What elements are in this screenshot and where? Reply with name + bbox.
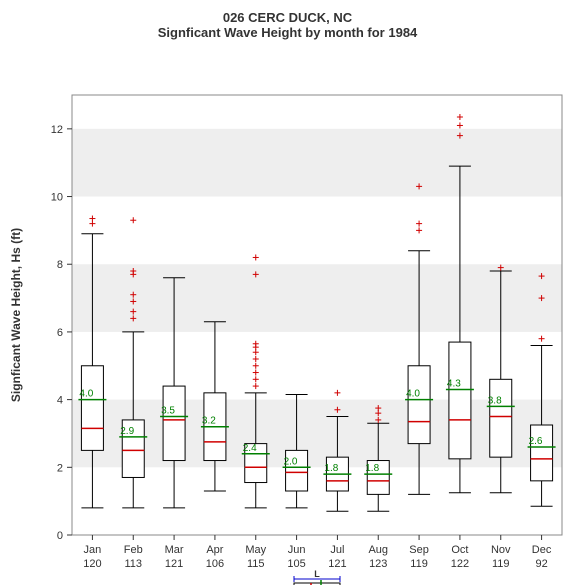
svg-text:115: 115 [247, 558, 265, 570]
svg-text:122: 122 [451, 558, 469, 570]
svg-text:2.0: 2.0 [284, 456, 298, 467]
chart-title-2: Signficant Wave Height by month for 1984 [0, 25, 575, 40]
svg-text:119: 119 [410, 558, 428, 570]
svg-text:Dec: Dec [532, 544, 552, 556]
svg-text:L: L [314, 569, 320, 579]
svg-text:Sep: Sep [409, 544, 429, 556]
svg-text:4.3: 4.3 [447, 378, 461, 389]
svg-text:8: 8 [57, 259, 63, 271]
svg-text:92: 92 [535, 558, 547, 570]
svg-text:4: 4 [57, 395, 63, 407]
svg-text:Jul: Jul [330, 544, 344, 556]
svg-text:Aug: Aug [368, 544, 388, 556]
svg-text:3.8: 3.8 [488, 395, 502, 406]
svg-text:Feb: Feb [124, 544, 143, 556]
svg-text:3.5: 3.5 [161, 406, 175, 417]
svg-text:113: 113 [124, 558, 142, 570]
svg-text:6: 6 [57, 327, 63, 339]
chart-title-1: 026 CERC DUCK, NC [0, 10, 575, 25]
svg-text:May: May [245, 544, 266, 556]
svg-text:2.6: 2.6 [529, 436, 543, 447]
svg-text:3.2: 3.2 [202, 416, 216, 427]
svg-text:Apr: Apr [206, 544, 223, 556]
boxplot-chart: 026 CERC DUCK, NC Signficant Wave Height… [0, 0, 575, 580]
svg-text:105: 105 [287, 558, 305, 570]
svg-text:Mar: Mar [165, 544, 184, 556]
svg-text:2.9: 2.9 [120, 426, 134, 437]
svg-text:119: 119 [492, 558, 510, 570]
svg-text:10: 10 [51, 192, 63, 204]
svg-text:Signficant Wave Height, Hs (ft: Signficant Wave Height, Hs (ft) [9, 228, 23, 402]
chart-svg: 0 2 4 6 8 10 12 Signficant Wave Height, Hs (ft)… [0, 40, 575, 585]
svg-text:106: 106 [206, 558, 224, 570]
svg-text:2: 2 [57, 462, 63, 474]
svg-text:1.8: 1.8 [324, 463, 338, 474]
svg-text:121: 121 [165, 558, 183, 570]
svg-text:0: 0 [57, 530, 63, 542]
svg-text:12: 12 [51, 124, 63, 136]
svg-text:121: 121 [328, 558, 346, 570]
svg-text:4.0: 4.0 [406, 389, 420, 400]
svg-text:Oct: Oct [451, 544, 468, 556]
svg-text:123: 123 [369, 558, 387, 570]
svg-text:4.0: 4.0 [79, 389, 93, 400]
svg-text:Jun: Jun [288, 544, 306, 556]
svg-text:2.4: 2.4 [243, 443, 257, 454]
svg-text:Jan: Jan [84, 544, 102, 556]
svg-text:120: 120 [83, 558, 101, 570]
svg-text:Nov: Nov [491, 544, 511, 556]
svg-text:1.8: 1.8 [365, 463, 379, 474]
